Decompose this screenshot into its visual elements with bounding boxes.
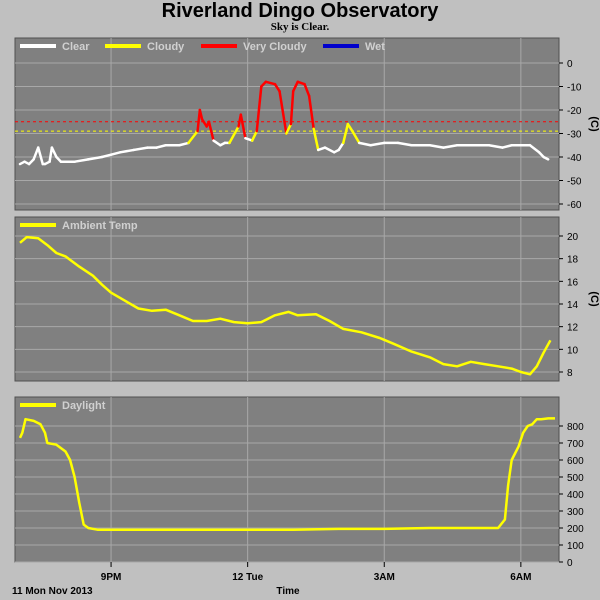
sky-temp-segment	[303, 82, 311, 98]
y-tick-label: -60	[567, 200, 582, 211]
sky-temp-segment	[32, 146, 40, 161]
plot-panel-2	[14, 216, 560, 382]
sky-temp-segment	[239, 113, 247, 140]
plot-panel-3	[14, 396, 560, 563]
y-tick-label: -40	[567, 153, 582, 164]
sky-temp-segment	[323, 146, 336, 154]
y-tick-label: 800	[567, 422, 584, 433]
sky-temp-segment	[428, 144, 445, 149]
y-tick-label: -30	[567, 130, 582, 141]
sky-temp-segment	[250, 129, 259, 142]
y-tick-label: -50	[567, 177, 582, 188]
sky-temp-segment	[351, 129, 361, 145]
x-tick-label: 9PM	[101, 572, 122, 583]
sky-temp-segment	[187, 129, 199, 145]
y-tick-label: 14	[567, 300, 579, 311]
y-tick-label: 8	[567, 368, 573, 379]
sky-temp-segment	[118, 148, 136, 154]
sky-temp-segment	[87, 155, 104, 161]
y-tick-label: 10	[567, 345, 579, 356]
sky-temp-segment	[369, 141, 386, 147]
sky-temp-segment	[178, 141, 190, 147]
y-tick-label: 400	[567, 490, 584, 501]
sky-temp-segment	[273, 82, 281, 93]
sky-temp-segment	[109, 151, 122, 156]
sky-temp-segment	[285, 122, 293, 135]
sky-temp-segment	[312, 127, 320, 152]
x-tick-label: 12 Tue	[232, 572, 263, 583]
sky-temp-segment	[255, 85, 263, 133]
y-tick-label: 18	[567, 255, 579, 266]
y-tick-label: 700	[567, 439, 584, 450]
series-line-daylight	[18, 417, 555, 531]
y-tick-label: -20	[567, 106, 582, 117]
sky-temp-segment	[337, 141, 345, 152]
sky-temp-segment	[542, 155, 550, 161]
plot-panel-1	[14, 37, 560, 211]
sky-temp-segment	[264, 80, 277, 86]
page-title: Riverland Dingo Observatory	[161, 0, 439, 22]
sky-temp-segment	[36, 146, 45, 166]
legend-label-ambient-temp: Ambient Temp	[62, 220, 138, 232]
sky-temp-segment	[132, 146, 149, 152]
legend-label-daylight: Daylight	[62, 400, 106, 412]
y-tick-label: 12	[567, 323, 579, 334]
sky-temp-segment	[289, 89, 295, 126]
legend-label-cloudy: Cloudy	[147, 41, 185, 53]
sky-temp-segment	[212, 139, 222, 147]
y-tick-label: -10	[567, 83, 582, 94]
x-tick-label: 6AM	[510, 572, 531, 583]
sky-temp-segment	[100, 153, 113, 159]
sky-temp-segment	[357, 141, 372, 147]
sky-temp-segment	[73, 158, 90, 163]
sky-temp-segment	[50, 146, 58, 159]
sky-status-subtitle: Sky is Clear.	[270, 21, 330, 33]
y-axis-unit-label: (C)	[588, 116, 600, 132]
y-tick-label: 0	[567, 558, 573, 569]
y-tick-label: 20	[567, 232, 579, 243]
sky-temp-segment	[342, 122, 350, 145]
legend-label-clear: Clear	[62, 41, 90, 53]
y-tick-label: 100	[567, 541, 584, 552]
sky-temp-segment	[48, 146, 54, 163]
legend-label-wet: Wet	[365, 41, 385, 53]
y-tick-label: 600	[567, 456, 584, 467]
sky-temp-segment	[307, 94, 315, 131]
y-tick-label: 300	[567, 507, 584, 518]
sky-temp-segment	[198, 108, 204, 121]
y-tick-label: 500	[567, 473, 584, 484]
series-line-ambient-temp	[19, 235, 552, 376]
y-tick-label: 16	[567, 277, 579, 288]
y-axis-unit-label: (C)	[588, 291, 600, 307]
sky-temp-segment	[442, 144, 459, 149]
sky-temp-segment	[278, 89, 288, 135]
legend-label-very-cloudy: Very Cloudy	[243, 41, 307, 53]
sky-temp-segment	[207, 120, 215, 142]
sky-temp-segment	[346, 122, 354, 133]
x-axis-label: Time	[276, 586, 300, 597]
date-label: 11 Mon Nov 2013	[12, 586, 93, 597]
sky-temp-segment	[396, 141, 413, 147]
x-tick-label: 3AM	[374, 572, 395, 583]
sky-temp-segment	[528, 144, 541, 154]
sky-temp-segment	[228, 125, 240, 145]
sky-temp-segment	[155, 144, 167, 149]
sky-temp-segment	[487, 144, 504, 149]
y-tick-label: 0	[567, 59, 573, 70]
sky-temp-segment	[291, 80, 299, 93]
sky-temp-segment	[501, 144, 513, 149]
y-tick-label: 200	[567, 524, 584, 535]
